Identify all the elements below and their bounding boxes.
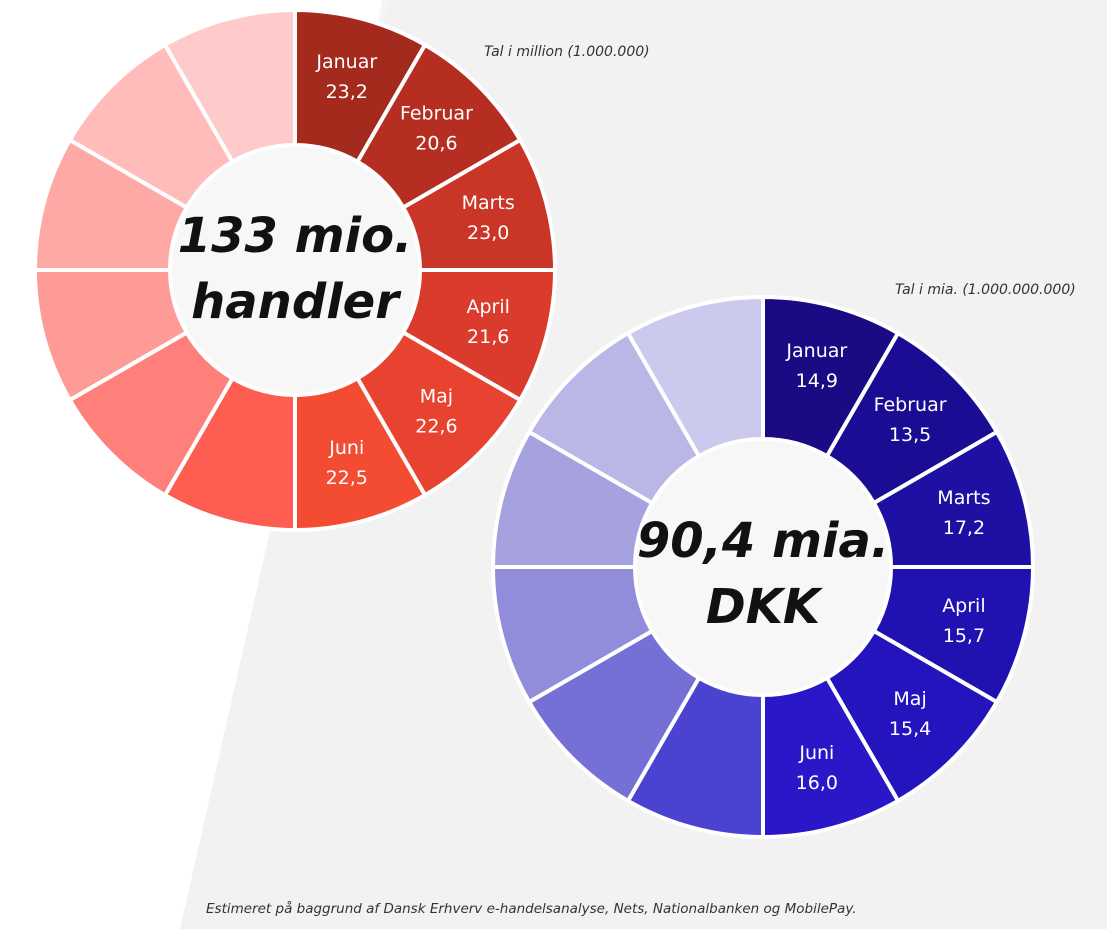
slice-value-label: 23,0 xyxy=(467,222,509,244)
slice-month-label: Juni xyxy=(328,437,364,459)
slice-value-label: 23,2 xyxy=(326,81,368,103)
slice-value-label: 22,5 xyxy=(326,467,368,489)
slice-value-label: 15,4 xyxy=(889,718,931,740)
slice-month-label: April xyxy=(466,296,509,318)
slice-month-label: Marts xyxy=(937,487,990,509)
slice-value-label: 13,5 xyxy=(889,424,931,446)
unit-note-transactions: Tal i million (1.000.000) xyxy=(484,44,650,60)
donut-center xyxy=(637,441,889,693)
slice-value-label: 17,2 xyxy=(943,517,985,539)
slice-month-label: Maj xyxy=(893,688,926,710)
donut-center-label: 90,4 mia. xyxy=(637,513,889,569)
slice-month-label: Februar xyxy=(874,394,947,416)
unit-note-amount: Tal i mia. (1.000.000.000) xyxy=(895,282,1076,298)
donut-center-label: handler xyxy=(191,274,402,330)
slice-month-label: Juni xyxy=(798,742,834,764)
donut-center xyxy=(172,147,418,393)
slice-month-label: Marts xyxy=(462,192,515,214)
slice-value-label: 20,6 xyxy=(415,133,457,155)
donut-slice xyxy=(162,7,297,165)
source-footnote: Estimeret på baggrund af Dansk Erhverv e… xyxy=(206,901,857,917)
slice-month-label: Januar xyxy=(785,340,847,362)
slice-month-label: Februar xyxy=(400,103,473,125)
slice-value-label: 22,6 xyxy=(415,415,457,437)
slice-value-label: 21,6 xyxy=(467,326,509,348)
slice-month-label: Januar xyxy=(315,51,377,73)
slice-value-label: 16,0 xyxy=(796,772,838,794)
slice-value-label: 14,9 xyxy=(796,370,838,392)
slice-value-label: 15,7 xyxy=(943,625,985,647)
donut-center-label: 133 mio. xyxy=(178,208,413,264)
slice-month-label: Maj xyxy=(420,385,453,407)
donut-slice xyxy=(625,294,765,459)
slice-month-label: April xyxy=(942,595,985,617)
donut-center-label: DKK xyxy=(706,579,824,635)
